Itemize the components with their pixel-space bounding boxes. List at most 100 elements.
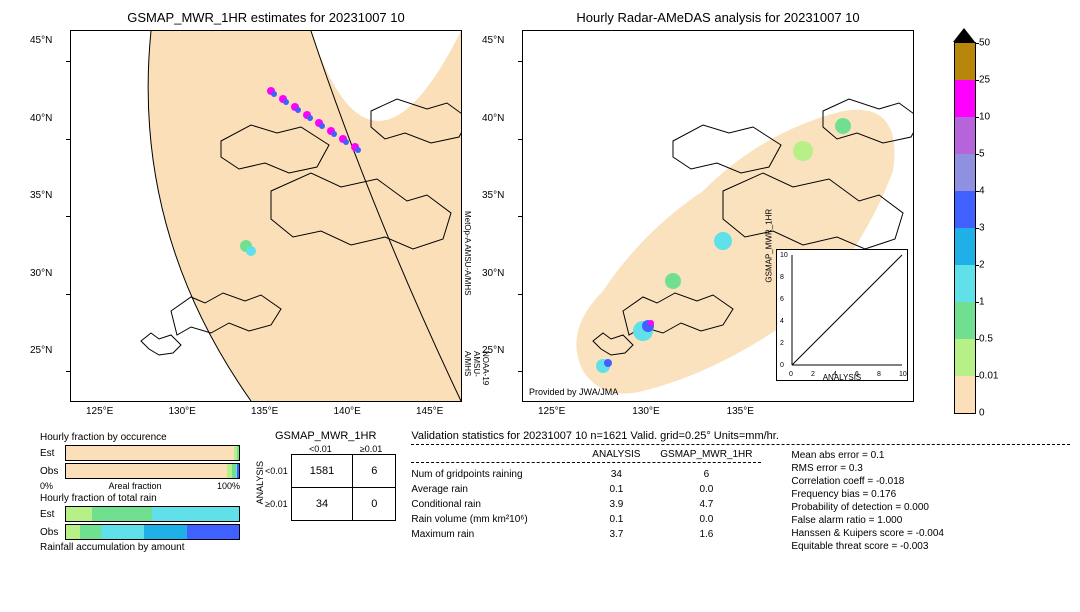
colorbar-label: 0.5 xyxy=(979,334,993,345)
ct-11: 0 xyxy=(353,488,396,521)
fractions-panel: Hourly fraction by occurence Est Obs 0%A… xyxy=(40,430,240,555)
scatter-inset: ANALYSIS GSMAP_MWR_1HR00224466881010 xyxy=(776,249,908,381)
colorbar-label: 0 xyxy=(979,408,985,419)
colorbar-label: 50 xyxy=(979,38,990,49)
xl-l: 0% xyxy=(40,481,53,491)
colorbar-segment xyxy=(955,339,975,376)
stats-h2: GSMAP_MWR_1HR xyxy=(651,449,761,460)
est-label: Est xyxy=(40,448,65,459)
ct-01: 6 xyxy=(353,455,396,488)
lat-tick: 40°N xyxy=(30,113,52,124)
colorbar-segment xyxy=(955,191,975,228)
stats-panel: Validation statistics for 20231007 10 n=… xyxy=(411,430,1070,555)
colorbar-segment xyxy=(955,302,975,339)
lat-tick: 45°N xyxy=(30,35,52,46)
lat-tick: 25°N xyxy=(30,345,52,356)
lon-tick: 125°E xyxy=(538,406,565,417)
ct-row1: ≥0.01 xyxy=(265,499,288,509)
totalrain-est-bar xyxy=(65,506,240,522)
ct-row0: <0.01 xyxy=(265,466,288,476)
colorbar-segment xyxy=(955,376,975,413)
metric-row: Correlation coeff = -0.018 xyxy=(791,475,944,488)
lat-tick: 25°N xyxy=(482,345,504,356)
est-label2: Est xyxy=(40,509,65,520)
stat-row: Maximum rain3.71.6 xyxy=(411,527,761,542)
map1-panel: GSMAP_MWR_1HR estimates for 20231007 10 … xyxy=(70,10,462,410)
metrics: Mean abs error = 0.1RMS error = 0.3Corre… xyxy=(791,449,944,553)
metric-row: Hanssen & Kuipers score = -0.004 xyxy=(791,527,944,540)
stat-row: Conditional rain3.94.7 xyxy=(411,497,761,512)
occurence-title: Hourly fraction by occurence xyxy=(40,432,240,443)
lon-tick: 135°E xyxy=(251,406,278,417)
colorbar-segment xyxy=(955,117,975,154)
colorbar-segment xyxy=(955,80,975,117)
lon-tick: 140°E xyxy=(334,406,361,417)
top-row: GSMAP_MWR_1HR estimates for 20231007 10 … xyxy=(10,10,1070,410)
contingency-title: GSMAP_MWR_1HR xyxy=(255,430,396,442)
colorbar: 502510543210.50.010 xyxy=(954,42,976,414)
colorbar-segment xyxy=(955,43,975,80)
lon-tick: 135°E xyxy=(727,406,754,417)
satellite-label: NOAA-19 AMSU-A/MHS xyxy=(463,351,490,401)
map2-panel: Hourly Radar-AMeDAS analysis for 2023100… xyxy=(522,10,914,410)
metric-row: False alarm ratio = 1.000 xyxy=(791,514,944,527)
totalrain-title: Hourly fraction of total rain xyxy=(40,493,240,504)
satellite-label: MetOp-A AMSU-A/MHS xyxy=(463,211,472,295)
lon-tick: 130°E xyxy=(169,406,196,417)
accum-title: Rainfall accumulation by amount xyxy=(40,542,240,553)
colorbar-label: 25 xyxy=(979,75,990,86)
colorbar-label: 3 xyxy=(979,223,985,234)
map2-title: Hourly Radar-AMeDAS analysis for 2023100… xyxy=(522,10,914,25)
xl-m: Areal fraction xyxy=(53,481,217,491)
obs-label2: Obs xyxy=(40,527,65,538)
lat-tick: 35°N xyxy=(482,190,504,201)
lon-tick: 125°E xyxy=(86,406,113,417)
colorbar-label: 0.01 xyxy=(979,371,998,382)
ct-10: 34 xyxy=(291,488,352,521)
lon-tick: 145°E xyxy=(416,406,443,417)
bottom-row: Hourly fraction by occurence Est Obs 0%A… xyxy=(10,430,1070,555)
ct-col1: ≥0.01 xyxy=(346,444,397,454)
occurence-obs-bar xyxy=(65,463,240,479)
provided-label: Provided by JWA/JMA xyxy=(529,387,618,397)
colorbar-segment xyxy=(955,228,975,265)
stat-row: Average rain0.10.0 xyxy=(411,482,761,497)
xl-r: 100% xyxy=(217,481,240,491)
colorbar-label: 5 xyxy=(979,149,985,160)
contingency-table: 15816 340 xyxy=(291,454,397,521)
lat-tick: 30°N xyxy=(482,268,504,279)
occurence-est-bar xyxy=(65,445,240,461)
map1-title: GSMAP_MWR_1HR estimates for 20231007 10 xyxy=(70,10,462,25)
contingency-panel: GSMAP_MWR_1HR ANALYSIS <0.01≥0.01 <0.01≥… xyxy=(255,430,396,555)
colorbar-arrow xyxy=(953,28,975,42)
lat-tick: 40°N xyxy=(482,113,504,124)
stats-h1: ANALYSIS xyxy=(581,449,651,460)
metric-row: Probability of detection = 0.000 xyxy=(791,501,944,514)
totalrain-obs-bar xyxy=(65,524,240,540)
stats-title: Validation statistics for 20231007 10 n=… xyxy=(411,430,1070,445)
map1-svg xyxy=(71,31,461,401)
metric-row: Mean abs error = 0.1 xyxy=(791,449,944,462)
colorbar-segment xyxy=(955,265,975,302)
stat-row: Rain volume (mm km²10⁶)0.10.0 xyxy=(411,512,761,527)
metric-row: Frequency bias = 0.176 xyxy=(791,488,944,501)
colorbar-label: 2 xyxy=(979,260,985,271)
colorbar-label: 1 xyxy=(979,297,985,308)
obs-label: Obs xyxy=(40,466,65,477)
lat-tick: 45°N xyxy=(482,35,504,46)
contingency-side: ANALYSIS xyxy=(255,461,265,504)
lon-tick: 130°E xyxy=(632,406,659,417)
map1-box: 125°E130°E135°E140°E145°EMetOp-A AMSU-A/… xyxy=(70,30,462,402)
ct-col0: <0.01 xyxy=(295,444,346,454)
stat-rows: Num of gridpoints raining346Average rain… xyxy=(411,467,761,542)
colorbar-panel: 502510543210.50.010 xyxy=(954,28,976,410)
colorbar-label: 10 xyxy=(979,112,990,123)
lat-tick: 35°N xyxy=(30,190,52,201)
metric-row: RMS error = 0.3 xyxy=(791,462,944,475)
map2-box: ANALYSIS GSMAP_MWR_1HR00224466881010 Pro… xyxy=(522,30,914,402)
metric-row: Equitable threat score = -0.003 xyxy=(791,540,944,553)
ct-00: 1581 xyxy=(291,455,352,488)
colorbar-segment xyxy=(955,154,975,191)
stat-row: Num of gridpoints raining346 xyxy=(411,467,761,482)
colorbar-label: 4 xyxy=(979,186,985,197)
